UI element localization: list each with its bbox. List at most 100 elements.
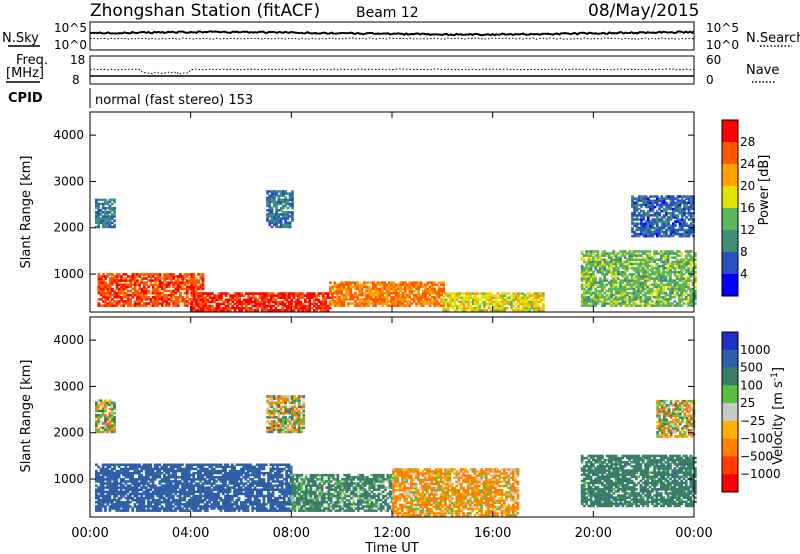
- heatmap-cell: [260, 304, 264, 308]
- heatmap-cell: [138, 509, 141, 512]
- heatmap-cell: [428, 285, 432, 289]
- heatmap-cell: [660, 291, 663, 295]
- heatmap-cell: [601, 273, 604, 276]
- heatmap-cell: [149, 488, 153, 491]
- heatmap-cell: [117, 490, 121, 494]
- heatmap-cell: [308, 296, 312, 299]
- heatmap-cell: [449, 294, 452, 297]
- heatmap-cell: [644, 277, 647, 280]
- heatmap-cell: [104, 501, 107, 504]
- heatmap-cell: [144, 494, 148, 498]
- heatmap-cell: [388, 293, 391, 297]
- heatmap-cell: [512, 294, 516, 297]
- heatmap-cell: [365, 298, 368, 301]
- heatmap-cell: [299, 309, 303, 312]
- heatmap-cell: [626, 268, 629, 272]
- heatmap-cell: [163, 484, 166, 487]
- heatmap-cell: [108, 285, 112, 289]
- heatmap-cell: [641, 262, 645, 266]
- heatmap-cell: [621, 271, 625, 274]
- heatmap-cell: [440, 283, 443, 286]
- heatmap-cell: [462, 304, 466, 308]
- heatmap-cell: [607, 287, 611, 291]
- heatmap-cell: [240, 478, 243, 481]
- heatmap-cell: [338, 298, 341, 301]
- heatmap-cell: [161, 302, 164, 305]
- heatmap-cell: [467, 300, 470, 304]
- heatmap-cell: [598, 296, 602, 299]
- heatmap-cell: [694, 289, 697, 293]
- heatmap-cell: [644, 285, 647, 289]
- heatmap-cell: [530, 298, 534, 302]
- heatmap-cell: [376, 296, 380, 299]
- heatmap-cell: [192, 498, 196, 502]
- heatmap-cell: [140, 296, 144, 299]
- heatmap-cell: [621, 250, 625, 253]
- heatmap-cell: [104, 277, 107, 280]
- heatmap-cell: [201, 494, 205, 498]
- heatmap-cell: [178, 501, 182, 504]
- heatmap-cell: [617, 273, 620, 276]
- heatmap-cell: [444, 294, 448, 297]
- heatmap-cell: [133, 484, 137, 487]
- heatmap-cell: [240, 480, 243, 483]
- heatmap-cell: [147, 507, 150, 510]
- heatmap-cell: [204, 306, 207, 310]
- heatmap-cell: [254, 298, 257, 302]
- heatmap-cell: [399, 289, 402, 293]
- heatmap-cell: [101, 501, 105, 504]
- heatmap-cell: [151, 486, 155, 489]
- heatmap-cell: [644, 222, 648, 225]
- heatmap-cell: [665, 234, 668, 238]
- heatmap-cell: [156, 501, 159, 504]
- heatmap-cell: [144, 478, 148, 481]
- heatmap-cell: [129, 492, 132, 496]
- heatmap-cell: [587, 289, 591, 293]
- heatmap-cell: [408, 291, 412, 295]
- heatmap-cell: [185, 273, 189, 276]
- heatmap-cell: [376, 293, 380, 297]
- heatmap-cell: [95, 478, 98, 481]
- heatmap-cell: [662, 256, 665, 259]
- heatmap-cell: [183, 490, 187, 494]
- heatmap-cell: [279, 221, 283, 224]
- heatmap-cell: [226, 465, 230, 469]
- heatmap-cell: [237, 498, 241, 502]
- heatmap-cell: [658, 197, 661, 200]
- heatmap-cell: [136, 281, 139, 284]
- heatmap-cell: [122, 473, 125, 477]
- heatmap-cell: [228, 480, 232, 483]
- heatmap-cell: [523, 309, 527, 312]
- heatmap-cell: [113, 289, 117, 293]
- heatmap-cell: [222, 302, 226, 306]
- heatmap-cell: [270, 225, 274, 229]
- heatmap-cell: [138, 507, 141, 510]
- heatmap-cell: [669, 252, 672, 255]
- heatmap-cell: [687, 230, 691, 234]
- heatmap-cell: [190, 465, 193, 469]
- heatmap-cell: [122, 296, 126, 299]
- heatmap-cell: [657, 298, 661, 301]
- heatmap-cell: [240, 309, 244, 312]
- heatmap-cell: [489, 302, 493, 306]
- heatmap-cell: [649, 228, 652, 232]
- heatmap-cell: [110, 492, 114, 496]
- heatmap-cell: [237, 469, 241, 473]
- heatmap-cell: [644, 271, 647, 274]
- heatmap-cell: [187, 488, 191, 491]
- heatmap-cell: [431, 281, 434, 284]
- heatmap-cell: [694, 291, 697, 295]
- colorbar-swatch: [722, 230, 738, 253]
- heatmap-cell: [322, 294, 325, 297]
- heatmap-cell: [660, 283, 663, 286]
- heatmap-cell: [195, 302, 198, 306]
- heatmap-cell: [651, 293, 654, 297]
- heatmap-cell: [596, 264, 600, 268]
- heatmap-cell: [665, 222, 668, 225]
- heatmap-cell: [440, 293, 443, 297]
- heatmap-cell: [127, 285, 130, 289]
- heatmap-cell: [151, 498, 155, 502]
- heatmap-cell: [671, 234, 675, 238]
- heatmap-cell: [356, 304, 359, 307]
- heatmap-cell: [417, 300, 421, 303]
